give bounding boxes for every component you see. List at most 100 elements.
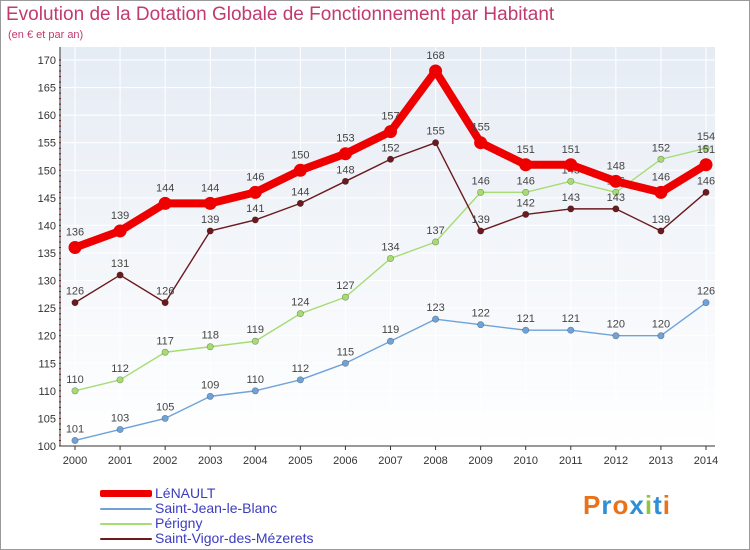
data-point <box>564 158 578 172</box>
data-point <box>71 387 79 395</box>
y-tick-label: 120 <box>38 331 56 343</box>
data-point <box>522 210 530 218</box>
data-label: 157 <box>381 111 399 123</box>
x-tick-label: 2014 <box>694 455 718 467</box>
y-tick-label: 100 <box>38 441 56 453</box>
y-tick-label: 140 <box>38 220 56 232</box>
logo-letter: o <box>612 490 630 520</box>
x-tick-label: 2003 <box>198 455 222 467</box>
data-point <box>567 205 575 213</box>
data-point <box>702 299 710 307</box>
data-point <box>341 359 349 367</box>
data-label: 119 <box>247 324 265 336</box>
y-tick-label: 110 <box>38 386 56 398</box>
data-label: 151 <box>697 144 715 156</box>
data-label: 144 <box>156 182 174 194</box>
data-point <box>116 271 124 279</box>
data-point <box>206 227 214 235</box>
proxiti-logo: Proxiti <box>583 490 671 521</box>
data-label: 103 <box>111 412 129 424</box>
legend-label: Périgny <box>155 515 203 531</box>
y-tick-label: 170 <box>38 55 56 67</box>
x-tick-label: 2006 <box>333 455 357 467</box>
data-point <box>116 425 124 433</box>
data-point <box>477 321 485 329</box>
data-point <box>386 255 394 263</box>
data-label: 134 <box>381 242 399 254</box>
data-label: 141 <box>246 203 264 215</box>
x-tick-label: 2013 <box>649 455 673 467</box>
data-label: 124 <box>291 297 309 309</box>
x-tick-label: 2007 <box>378 455 402 467</box>
data-point <box>206 392 214 400</box>
y-tick-label: 105 <box>38 413 56 425</box>
data-point <box>293 163 307 177</box>
data-point <box>251 216 259 224</box>
data-point <box>203 196 217 210</box>
data-point <box>612 205 620 213</box>
chart-title: Evolution de la Dotation Globale de Fonc… <box>6 4 555 25</box>
data-point <box>567 177 575 185</box>
data-point <box>429 64 443 78</box>
x-tick-label: 2004 <box>243 455 267 467</box>
data-point <box>116 376 124 384</box>
chart-subtitle: (en € et par an) <box>8 29 84 41</box>
logo-letter: i <box>662 490 671 520</box>
data-label: 143 <box>607 192 625 204</box>
data-label: 112 <box>111 363 129 375</box>
data-point <box>158 196 172 210</box>
y-tick-label: 125 <box>38 303 56 315</box>
plot-area <box>60 47 715 446</box>
data-label: 137 <box>426 225 444 237</box>
y-tick-label: 150 <box>38 165 56 177</box>
data-label: 127 <box>336 280 354 292</box>
data-point <box>251 387 259 395</box>
x-tick-label: 2012 <box>604 455 628 467</box>
data-point <box>657 332 665 340</box>
data-point <box>384 125 397 139</box>
data-point <box>68 240 82 254</box>
data-point <box>161 414 169 422</box>
data-point <box>477 227 485 235</box>
legend-item: LéNAULT <box>100 485 400 502</box>
data-label: 139 <box>201 214 219 226</box>
x-tick-label: 2010 <box>513 455 537 467</box>
data-label: 118 <box>201 330 219 342</box>
logo-letter: r <box>601 490 613 520</box>
data-label: 123 <box>426 302 444 314</box>
data-point <box>567 326 575 334</box>
data-label: 139 <box>471 214 489 226</box>
y-tick-label: 145 <box>38 193 56 205</box>
data-point <box>341 293 349 301</box>
data-label: 121 <box>517 313 535 325</box>
data-point <box>386 337 394 345</box>
data-point <box>296 376 304 384</box>
y-tick-label: 135 <box>38 248 56 260</box>
legend-label: Saint-Vigor-des-Mézerets <box>155 530 314 546</box>
legend-item: Périgny <box>100 515 400 532</box>
legend-label: Saint-Jean-le-Blanc <box>155 500 278 516</box>
data-point <box>702 188 710 196</box>
logo-letter: t <box>653 490 663 520</box>
legend-swatch <box>100 523 152 525</box>
data-label: 110 <box>247 374 265 386</box>
data-label: 151 <box>517 144 535 156</box>
data-point <box>477 188 485 196</box>
data-label: 131 <box>111 258 129 270</box>
x-tick-label: 2001 <box>108 455 132 467</box>
data-label: 146 <box>471 175 489 187</box>
data-point <box>432 315 440 323</box>
data-label: 136 <box>66 226 84 238</box>
x-tick-label: 2008 <box>423 455 447 467</box>
data-point <box>657 227 665 235</box>
legend-item: Saint-Jean-le-Blanc <box>100 500 400 517</box>
legend-swatch <box>100 538 152 540</box>
legend-swatch <box>100 490 152 497</box>
data-label: 139 <box>111 210 129 222</box>
data-label: 139 <box>652 214 670 226</box>
x-tick-label: 2000 <box>63 455 87 467</box>
data-point <box>251 337 259 345</box>
data-label: 115 <box>337 346 355 358</box>
data-point <box>71 299 79 307</box>
data-point <box>161 299 169 307</box>
